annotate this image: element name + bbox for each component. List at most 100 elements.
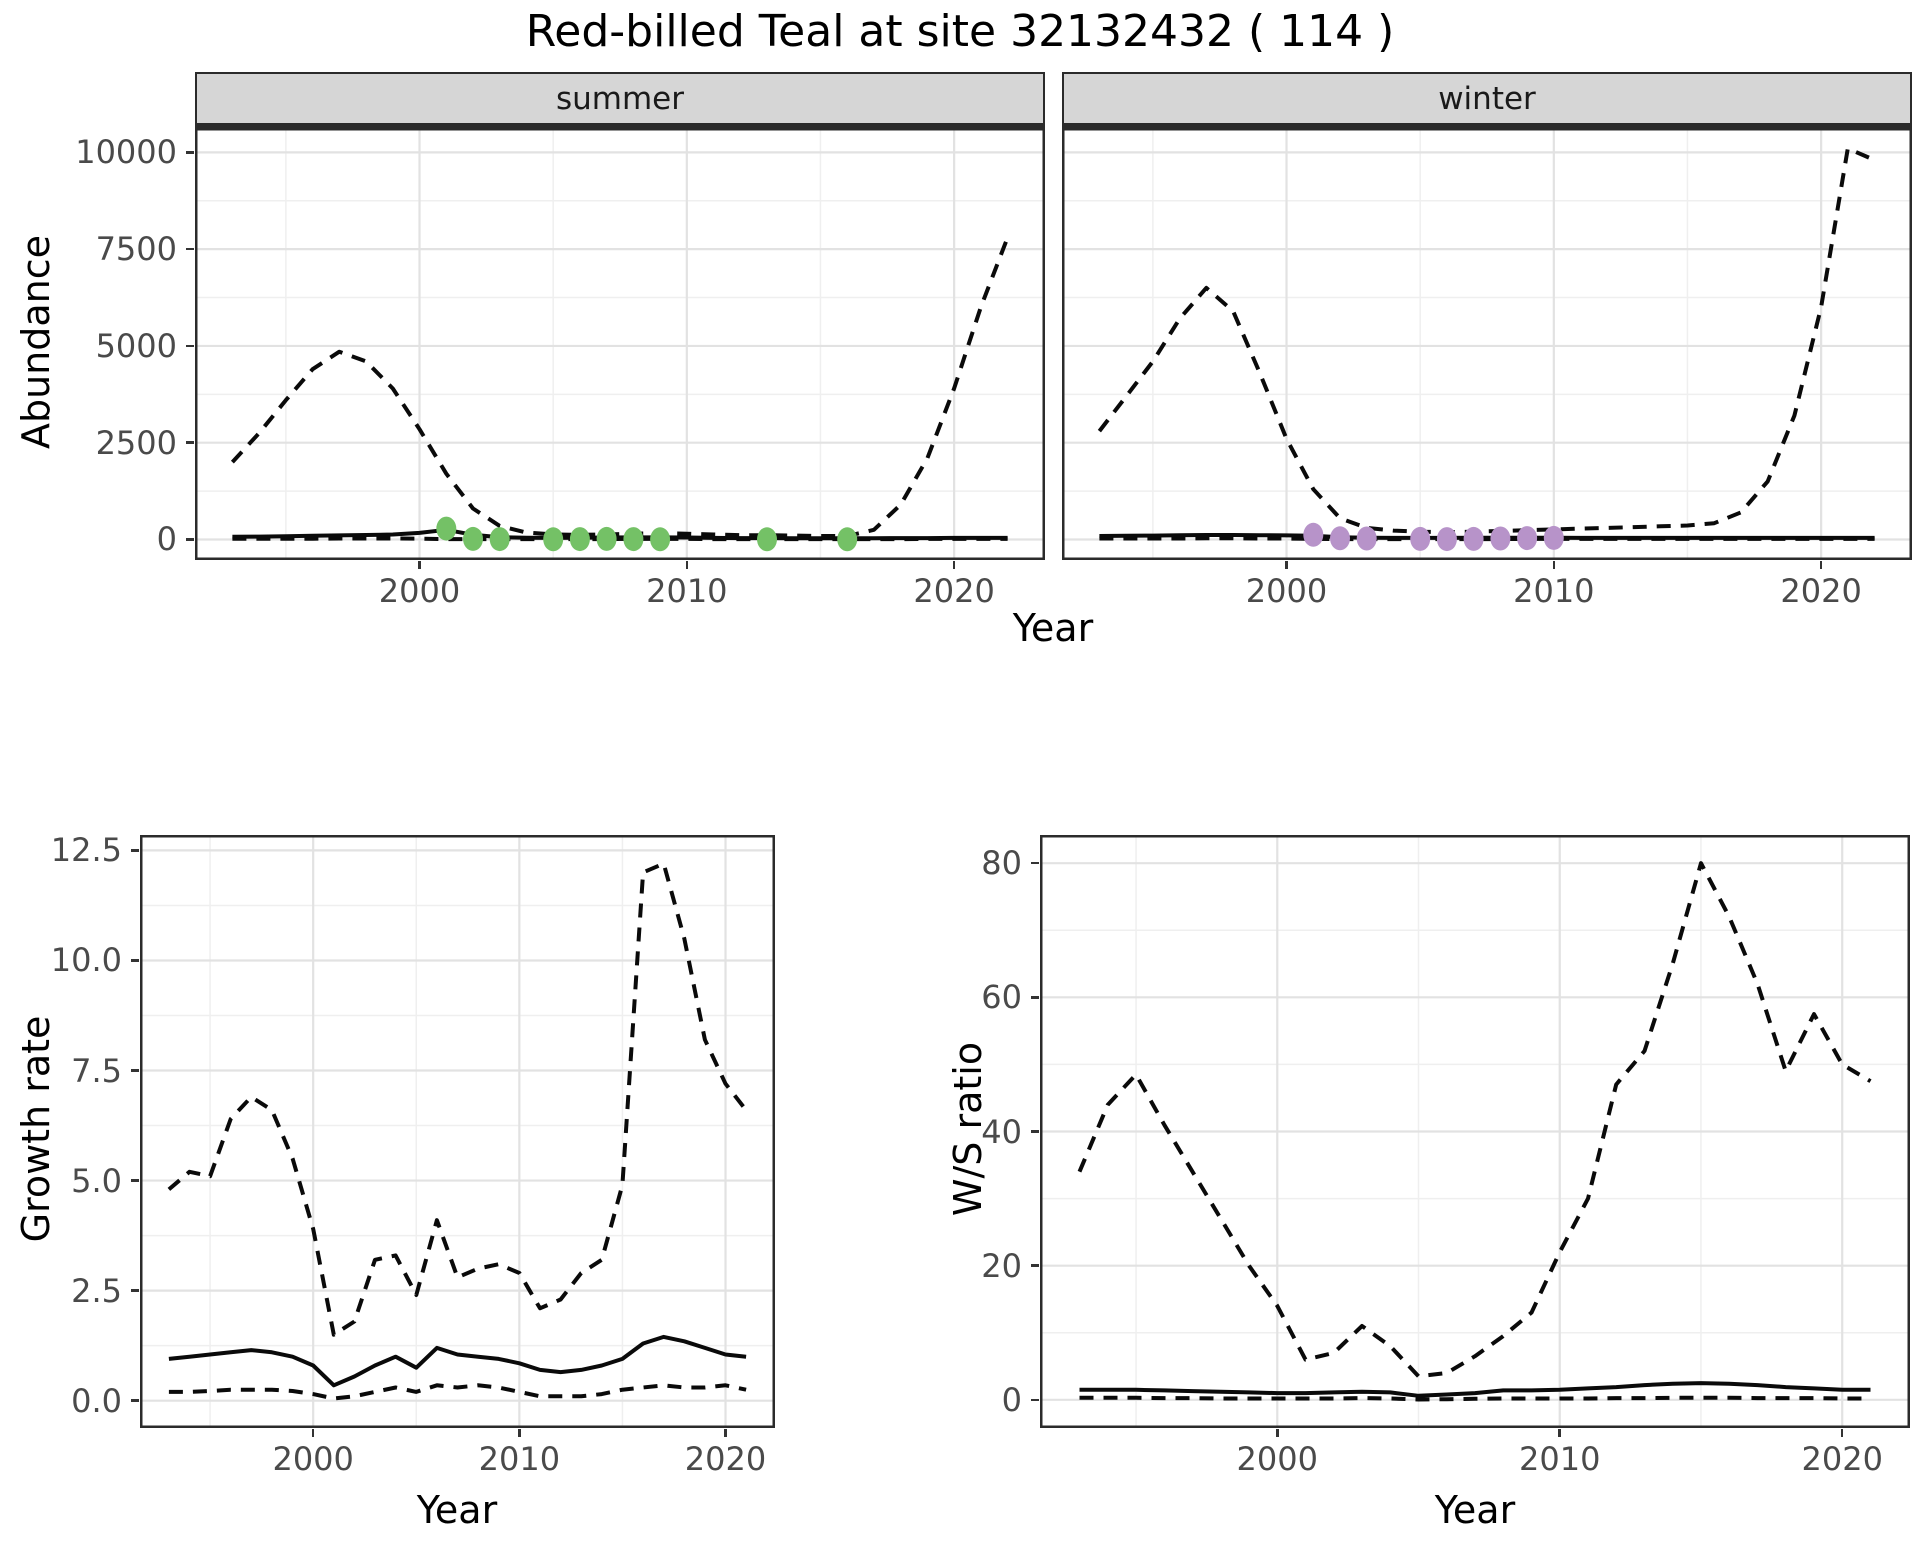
- observed-point: [1517, 526, 1538, 551]
- x-tick-mark: [1819, 561, 1823, 569]
- x-axis-title-year-bottom-right: Year: [1434, 1488, 1516, 1532]
- y-tick-label: 0: [156, 520, 177, 559]
- y-tick-label: 60: [981, 978, 1022, 1017]
- y-tick-label: 10.0: [50, 941, 122, 980]
- series-median: [1079, 1381, 1871, 1398]
- facet-strip-winter-label: winter: [1438, 80, 1536, 117]
- chart-title: Red-billed Teal at site 32132432 ( 114 ): [525, 6, 1395, 57]
- x-tick-label: 2020: [684, 1440, 767, 1478]
- y-tick-mark: [131, 849, 139, 852]
- x-tick-label: 2020: [1801, 1440, 1883, 1478]
- y-tick-mark: [1031, 996, 1039, 999]
- x-tick-label: 2000: [1245, 572, 1328, 610]
- y-tick-mark: [1031, 1130, 1039, 1133]
- observed-point: [650, 527, 671, 552]
- y-tick-label: 7.5: [71, 1051, 122, 1090]
- y-tick-mark: [1031, 1264, 1039, 1267]
- x-axis-title-year-top: Year: [1012, 606, 1094, 650]
- observed-point: [757, 527, 777, 552]
- y-axis-title-growth-rate: Growth rate: [14, 1015, 58, 1243]
- x-tick-label: 2000: [272, 1440, 354, 1478]
- panel-border: [1040, 835, 1910, 1428]
- y-tick-mark: [186, 344, 194, 348]
- panel-abundance-summer: [195, 128, 1045, 560]
- y-tick-label: 7500: [95, 230, 177, 269]
- series-median: [1099, 533, 1875, 540]
- facet-strip-winter: winter: [1062, 72, 1912, 128]
- facet-strip-summer: summer: [195, 72, 1045, 128]
- observed-point: [489, 527, 510, 552]
- panel-growth: [140, 835, 775, 1428]
- y-tick-mark: [1031, 861, 1039, 865]
- x-tick-label: 2020: [913, 572, 995, 610]
- y-tick-mark: [186, 247, 194, 251]
- y-tick-label: 5000: [95, 326, 177, 365]
- x-tick-label: 2010: [1513, 572, 1595, 610]
- x-tick-label: 2000: [378, 572, 461, 610]
- observed-point: [1330, 526, 1350, 551]
- panel-border: [195, 128, 1045, 560]
- observed-point: [837, 527, 858, 552]
- facet-strip-summer-label: summer: [555, 80, 684, 117]
- panel-ws: [1040, 835, 1910, 1428]
- observed-point: [623, 527, 644, 552]
- panel-border: [1062, 128, 1912, 560]
- observed-point: [1436, 527, 1457, 552]
- y-tick-label: 0.0: [71, 1381, 122, 1420]
- x-tick-mark: [685, 561, 689, 569]
- x-tick-mark: [518, 1429, 521, 1437]
- x-axis-title-year-bottom-left: Year: [416, 1488, 498, 1532]
- x-tick-mark: [724, 1429, 727, 1437]
- y-tick-label: 12.5: [50, 831, 122, 870]
- observed-point: [1410, 526, 1431, 551]
- y-tick-mark: [131, 959, 139, 962]
- x-tick-label: 2000: [1236, 1440, 1318, 1478]
- series-lower-ci: [1079, 1395, 1871, 1402]
- observed-point: [1463, 526, 1484, 551]
- y-tick-mark: [131, 1289, 139, 1292]
- panel-border: [140, 835, 775, 1428]
- y-tick-label: 20: [981, 1246, 1022, 1285]
- series-lower-ci: [168, 1383, 747, 1401]
- y-tick-label: 80: [981, 844, 1022, 883]
- x-tick-label: 2010: [478, 1440, 561, 1478]
- x-tick-mark: [952, 561, 956, 569]
- x-tick-mark: [1840, 1429, 1844, 1437]
- y-tick-label: 0: [1001, 1380, 1022, 1419]
- y-tick-label: 5.0: [71, 1161, 122, 1200]
- y-tick-mark: [186, 441, 194, 444]
- y-tick-mark: [1031, 1398, 1039, 1402]
- y-tick-label: 2.5: [71, 1271, 122, 1310]
- observed-point: [1303, 522, 1324, 547]
- series-upper-ci: [1077, 861, 1872, 1379]
- series-upper-ci: [230, 236, 1010, 538]
- panel-abundance-winter: [1062, 128, 1912, 560]
- x-tick-mark: [311, 1429, 315, 1437]
- series-median: [232, 527, 1008, 541]
- observed-point: [1543, 525, 1564, 550]
- observed-point: [569, 527, 590, 552]
- x-tick-label: 2020: [1780, 572, 1862, 610]
- x-tick-mark: [1276, 1429, 1279, 1437]
- observed-point: [1490, 526, 1511, 551]
- y-tick-mark: [186, 538, 194, 541]
- y-tick-mark: [186, 151, 194, 154]
- observed-point: [463, 526, 483, 551]
- observed-point: [1356, 526, 1377, 551]
- y-tick-label: 40: [981, 1112, 1022, 1151]
- y-tick-label: 10000: [75, 133, 177, 172]
- x-tick-mark: [1558, 1429, 1561, 1437]
- observed-point: [436, 516, 457, 541]
- x-tick-label: 2010: [1519, 1440, 1601, 1478]
- x-tick-label: 2010: [646, 572, 728, 610]
- x-tick-mark: [418, 561, 421, 569]
- y-tick-mark: [131, 1399, 139, 1402]
- observed-point: [543, 527, 564, 552]
- x-tick-mark: [1552, 561, 1556, 569]
- observed-point: [596, 526, 617, 551]
- series-median: [168, 1334, 747, 1388]
- y-tick-mark: [131, 1069, 139, 1072]
- y-tick-mark: [131, 1179, 139, 1182]
- series-upper-ci: [167, 861, 748, 1337]
